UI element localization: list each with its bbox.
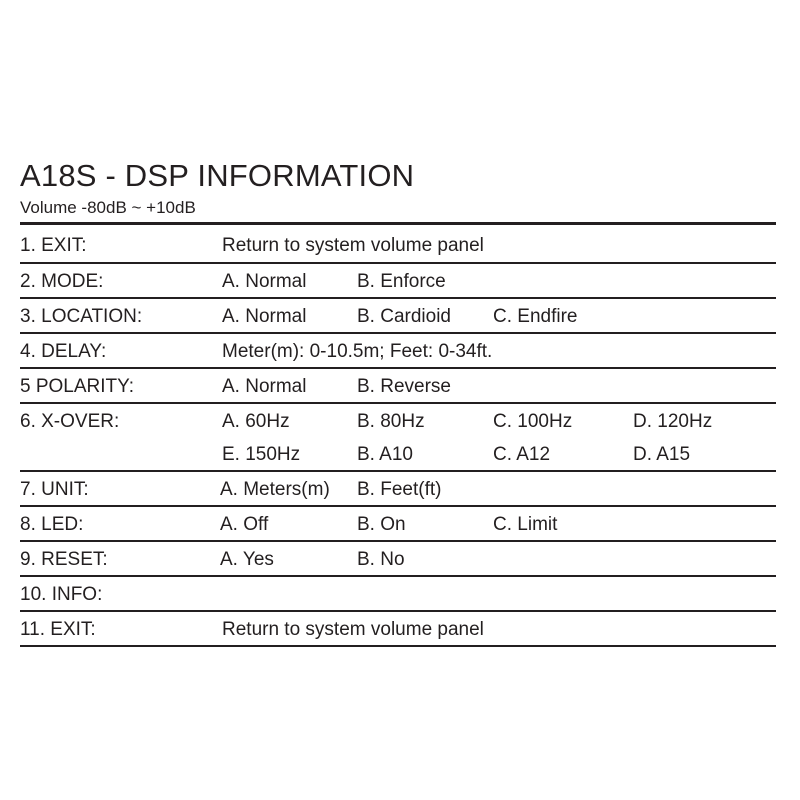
row-option: B. Enforce: [357, 271, 446, 292]
row-option: B. Reverse: [357, 376, 451, 397]
table-row: 8. LED: A. Off B. On C. Limit: [20, 507, 776, 542]
table-row: 9. RESET: A. Yes B. No: [20, 542, 776, 577]
row-label: 2. MODE:: [20, 271, 104, 292]
row-option: C. A12: [493, 444, 551, 465]
dsp-info-table: 1. EXIT: Return to system volume panel 2. …: [20, 225, 776, 647]
row-option: E. 150Hz: [222, 444, 301, 465]
row-label: 1. EXIT:: [20, 235, 87, 256]
row-label: 9. RESET:: [20, 549, 108, 570]
row-label: 6. X-OVER:: [20, 411, 120, 432]
row-option: C. 100Hz: [493, 411, 573, 432]
row-option: A. Off: [220, 514, 269, 535]
page-title: A18S - DSP INFORMATION: [20, 158, 415, 193]
row-option: B. A10: [357, 444, 413, 465]
header-divider: [20, 222, 776, 225]
table-row: 11. EXIT: Return to system volume panel: [20, 612, 776, 647]
table-row: 7. UNIT: A. Meters(m) B. Feet(ft): [20, 472, 776, 507]
row-option: B. 80Hz: [357, 411, 425, 432]
row-option: B. Feet(ft): [357, 479, 442, 500]
table-row: 5 POLARITY: A. Normal B. Reverse: [20, 369, 776, 404]
row-label: 10. INFO:: [20, 584, 103, 605]
row-label: 11. EXIT:: [20, 619, 96, 640]
row-label: 5 POLARITY:: [20, 376, 135, 397]
table-row: 6. X-OVER: A. 60Hz B. 80Hz C. 100Hz D. 120Hz…: [20, 404, 776, 472]
table-row: 4. DELAY: Meter(m): 0-10.5m; Feet: 0-34ft…: [20, 334, 776, 369]
row-option: Return to system volume panel: [222, 619, 484, 640]
row-label: 4. DELAY:: [20, 341, 107, 362]
row-label: 7. UNIT:: [20, 479, 89, 500]
row-option: B. On: [357, 514, 406, 535]
table-row: 3. LOCATION: A. Normal B. Cardioid C. Endfi…: [20, 299, 776, 334]
row-option: A. Normal: [222, 376, 307, 397]
table-row: 2. MODE: A. Normal B. Enforce: [20, 264, 776, 299]
row-option: A. Normal: [222, 271, 307, 292]
row-option: C. Endfire: [493, 306, 578, 327]
volume-range: Volume -80dB ~ +10dB: [20, 198, 196, 217]
row-label: 3. LOCATION:: [20, 306, 143, 327]
row-option: A. 60Hz: [222, 411, 290, 432]
table-row: 10. INFO:: [20, 577, 776, 612]
row-option: A. Meters(m): [220, 479, 330, 500]
row-option: D. 120Hz: [633, 411, 713, 432]
row-option: B. No: [357, 549, 405, 570]
row-option: A. Yes: [220, 549, 274, 570]
row-option: Return to system volume panel: [222, 235, 484, 256]
table-row: 1. EXIT: Return to system volume panel: [20, 225, 776, 264]
row-label: 8. LED:: [20, 514, 84, 535]
row-option: C. Limit: [493, 514, 558, 535]
row-option: D. A15: [633, 444, 691, 465]
row-option: A. Normal: [222, 306, 307, 327]
row-option: Meter(m): 0-10.5m; Feet: 0-34ft.: [222, 341, 493, 362]
row-option: B. Cardioid: [357, 306, 451, 327]
